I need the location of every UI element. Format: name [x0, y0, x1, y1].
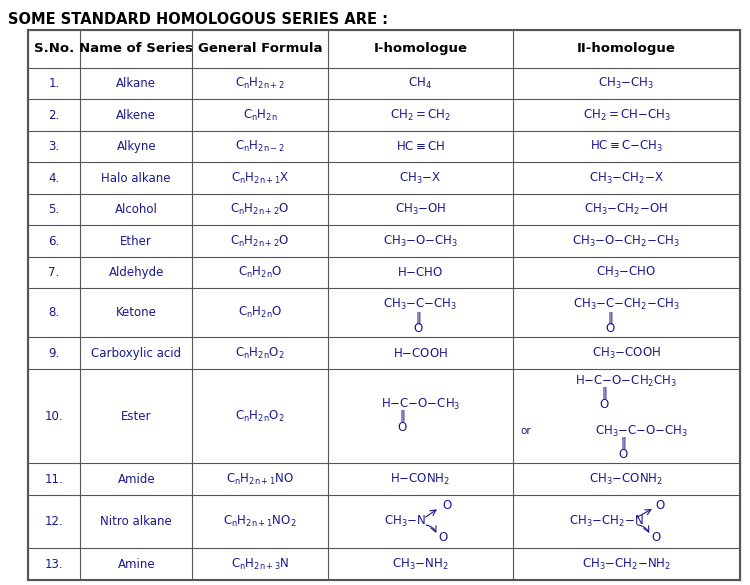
- Text: O: O: [414, 322, 423, 335]
- Text: Aldehyde: Aldehyde: [109, 266, 164, 279]
- Text: SOME STANDARD HOMOLOGOUS SERIES ARE :: SOME STANDARD HOMOLOGOUS SERIES ARE :: [8, 12, 388, 27]
- Text: or: or: [520, 426, 532, 436]
- Text: $\mathregular{CH_3{-}C{-}CH_2{-}CH_3}$: $\mathregular{CH_3{-}C{-}CH_2{-}CH_3}$: [573, 297, 680, 312]
- Text: $\mathregular{C_nH_{2n+1}NO}$: $\mathregular{C_nH_{2n+1}NO}$: [226, 472, 294, 487]
- Text: $\mathregular{C_nH_{2n+3}N}$: $\mathregular{C_nH_{2n+3}N}$: [231, 557, 290, 572]
- Text: General Formula: General Formula: [198, 42, 322, 56]
- Text: Carboxylic acid: Carboxylic acid: [92, 346, 182, 360]
- Text: 13.: 13.: [45, 558, 63, 571]
- Text: $\|$: $\|$: [620, 435, 626, 451]
- Text: 4.: 4.: [48, 171, 59, 185]
- Text: II-homologue: II-homologue: [577, 42, 676, 56]
- Text: 12.: 12.: [44, 515, 63, 528]
- Text: $\mathregular{CH_3{-}NH_2}$: $\mathregular{CH_3{-}NH_2}$: [392, 557, 448, 572]
- Text: $\|$: $\|$: [608, 310, 613, 326]
- Text: $\mathregular{C_nH_{2n+2}O}$: $\mathregular{C_nH_{2n+2}O}$: [230, 233, 290, 249]
- Text: O: O: [398, 421, 407, 433]
- Text: 1.: 1.: [48, 77, 59, 90]
- Text: O: O: [656, 499, 665, 512]
- Text: O: O: [600, 398, 609, 411]
- Text: O: O: [652, 531, 661, 544]
- Text: $\mathregular{HC{\equiv}C{-}CH_3}$: $\mathregular{HC{\equiv}C{-}CH_3}$: [590, 139, 663, 154]
- Text: $\mathregular{C_nH_{2n+1}NO_2}$: $\mathregular{C_nH_{2n+1}NO_2}$: [224, 514, 297, 529]
- Text: 9.: 9.: [48, 346, 59, 360]
- Text: $\mathregular{C_nH_{2n}O}$: $\mathregular{C_nH_{2n}O}$: [238, 265, 282, 280]
- Text: $\mathregular{H{-}CONH_2}$: $\mathregular{H{-}CONH_2}$: [390, 472, 451, 487]
- Text: $\mathregular{CH_3{-}OH}$: $\mathregular{CH_3{-}OH}$: [394, 202, 446, 217]
- Text: $\mathregular{CH_3{-}CH_3}$: $\mathregular{CH_3{-}CH_3}$: [598, 76, 655, 91]
- Text: $\mathregular{C_nH_{2n+2}}$: $\mathregular{C_nH_{2n+2}}$: [236, 76, 285, 91]
- Text: $\mathregular{C_nH_{2n}O}$: $\mathregular{C_nH_{2n}O}$: [238, 305, 282, 321]
- Text: S.No.: S.No.: [34, 42, 74, 56]
- Text: Amide: Amide: [118, 473, 155, 486]
- Text: Name of Series: Name of Series: [80, 42, 194, 56]
- Text: Ether: Ether: [120, 235, 152, 247]
- Text: O: O: [442, 499, 452, 512]
- Text: $\mathregular{CH_3{-}CH_2{-}X}$: $\mathregular{CH_3{-}CH_2{-}X}$: [589, 171, 664, 185]
- Text: 5.: 5.: [49, 203, 59, 216]
- Text: $\mathregular{CH_3{-}CH_2{-}NH_2}$: $\mathregular{CH_3{-}CH_2{-}NH_2}$: [582, 557, 671, 572]
- Text: I-homologue: I-homologue: [374, 42, 467, 56]
- Text: Alcohol: Alcohol: [115, 203, 158, 216]
- Text: O: O: [439, 531, 448, 544]
- Text: $\mathregular{CH_3{-}N}$: $\mathregular{CH_3{-}N}$: [384, 514, 427, 529]
- Text: $\mathregular{CH_2{=}CH_2}$: $\mathregular{CH_2{=}CH_2}$: [390, 108, 451, 123]
- Text: $\mathregular{C_nH_{2n}}$: $\mathregular{C_nH_{2n}}$: [243, 108, 278, 123]
- Text: Alkene: Alkene: [116, 109, 156, 122]
- Text: Alkyne: Alkyne: [116, 140, 156, 153]
- Text: 10.: 10.: [45, 410, 63, 422]
- Text: Halo alkane: Halo alkane: [101, 171, 171, 185]
- Text: O: O: [606, 322, 615, 335]
- Text: Alkane: Alkane: [116, 77, 156, 90]
- Text: O: O: [619, 448, 628, 460]
- Text: Ketone: Ketone: [116, 307, 157, 319]
- Text: 3.: 3.: [49, 140, 59, 153]
- Text: $\mathregular{C_nH_{2n-2}}$: $\mathregular{C_nH_{2n-2}}$: [236, 139, 285, 154]
- Text: $\mathregular{HC{\equiv}CH}$: $\mathregular{HC{\equiv}CH}$: [396, 140, 445, 153]
- Text: 6.: 6.: [48, 235, 59, 247]
- Text: $\mathregular{CH_3{-}O{-}CH_2{-}CH_3}$: $\mathregular{CH_3{-}O{-}CH_2{-}CH_3}$: [572, 233, 680, 249]
- Text: $\|$: $\|$: [602, 385, 608, 401]
- Text: $\|$: $\|$: [415, 310, 422, 326]
- Text: 11.: 11.: [44, 473, 63, 486]
- Text: $\|$: $\|$: [399, 408, 406, 424]
- Text: $\mathregular{CH_3{-}COOH}$: $\mathregular{CH_3{-}COOH}$: [592, 346, 661, 360]
- Text: $\mathregular{C_nH_{2n+2}O}$: $\mathregular{C_nH_{2n+2}O}$: [230, 202, 290, 217]
- Text: $\mathregular{H{-}CHO}$: $\mathregular{H{-}CHO}$: [398, 266, 443, 279]
- Text: 2.: 2.: [48, 109, 59, 122]
- Text: $\mathregular{C_nH_{2n}O_2}$: $\mathregular{C_nH_{2n}O_2}$: [236, 408, 285, 424]
- Text: Nitro alkane: Nitro alkane: [100, 515, 172, 528]
- Text: $\mathregular{H{-}C{-}O{-}CH_2CH_3}$: $\mathregular{H{-}C{-}O{-}CH_2CH_3}$: [575, 374, 677, 388]
- Text: $\mathregular{CH_2{=}CH{-}CH_3}$: $\mathregular{CH_2{=}CH{-}CH_3}$: [583, 108, 670, 123]
- Text: $\mathregular{CH_3{-}CH_2{-}N}$: $\mathregular{CH_3{-}CH_2{-}N}$: [569, 514, 644, 529]
- Text: $\mathregular{C_nH_{2n}O_2}$: $\mathregular{C_nH_{2n}O_2}$: [236, 346, 285, 360]
- Text: 8.: 8.: [49, 307, 59, 319]
- Text: 7.: 7.: [48, 266, 59, 279]
- Text: $\mathregular{CH_3{-}C{-}CH_3}$: $\mathregular{CH_3{-}C{-}CH_3}$: [383, 297, 458, 312]
- Text: Ester: Ester: [121, 410, 152, 422]
- Text: $\mathregular{CH_3{-}CH_2{-}OH}$: $\mathregular{CH_3{-}CH_2{-}OH}$: [584, 202, 668, 217]
- Text: $\mathregular{CH_3{-}X}$: $\mathregular{CH_3{-}X}$: [399, 171, 442, 185]
- Text: Amine: Amine: [118, 558, 155, 571]
- Text: $\mathregular{H{-}COOH}$: $\mathregular{H{-}COOH}$: [393, 346, 448, 360]
- Text: $\mathregular{CH_3{-}C{-}O{-}CH_3}$: $\mathregular{CH_3{-}C{-}O{-}CH_3}$: [595, 424, 688, 439]
- Text: $\mathregular{CH_3{-}CONH_2}$: $\mathregular{CH_3{-}CONH_2}$: [590, 472, 664, 487]
- Text: $\mathregular{CH_3{-}O{-}CH_3}$: $\mathregular{CH_3{-}O{-}CH_3}$: [382, 233, 458, 249]
- Text: $\mathregular{H{-}C{-}O{-}CH_3}$: $\mathregular{H{-}C{-}O{-}CH_3}$: [380, 397, 460, 412]
- Text: $\mathregular{CH_3{-}CHO}$: $\mathregular{CH_3{-}CHO}$: [596, 265, 656, 280]
- Text: $\mathregular{C_nH_{2n+1}X}$: $\mathregular{C_nH_{2n+1}X}$: [231, 171, 290, 185]
- Text: $\mathregular{CH_4}$: $\mathregular{CH_4}$: [408, 76, 432, 91]
